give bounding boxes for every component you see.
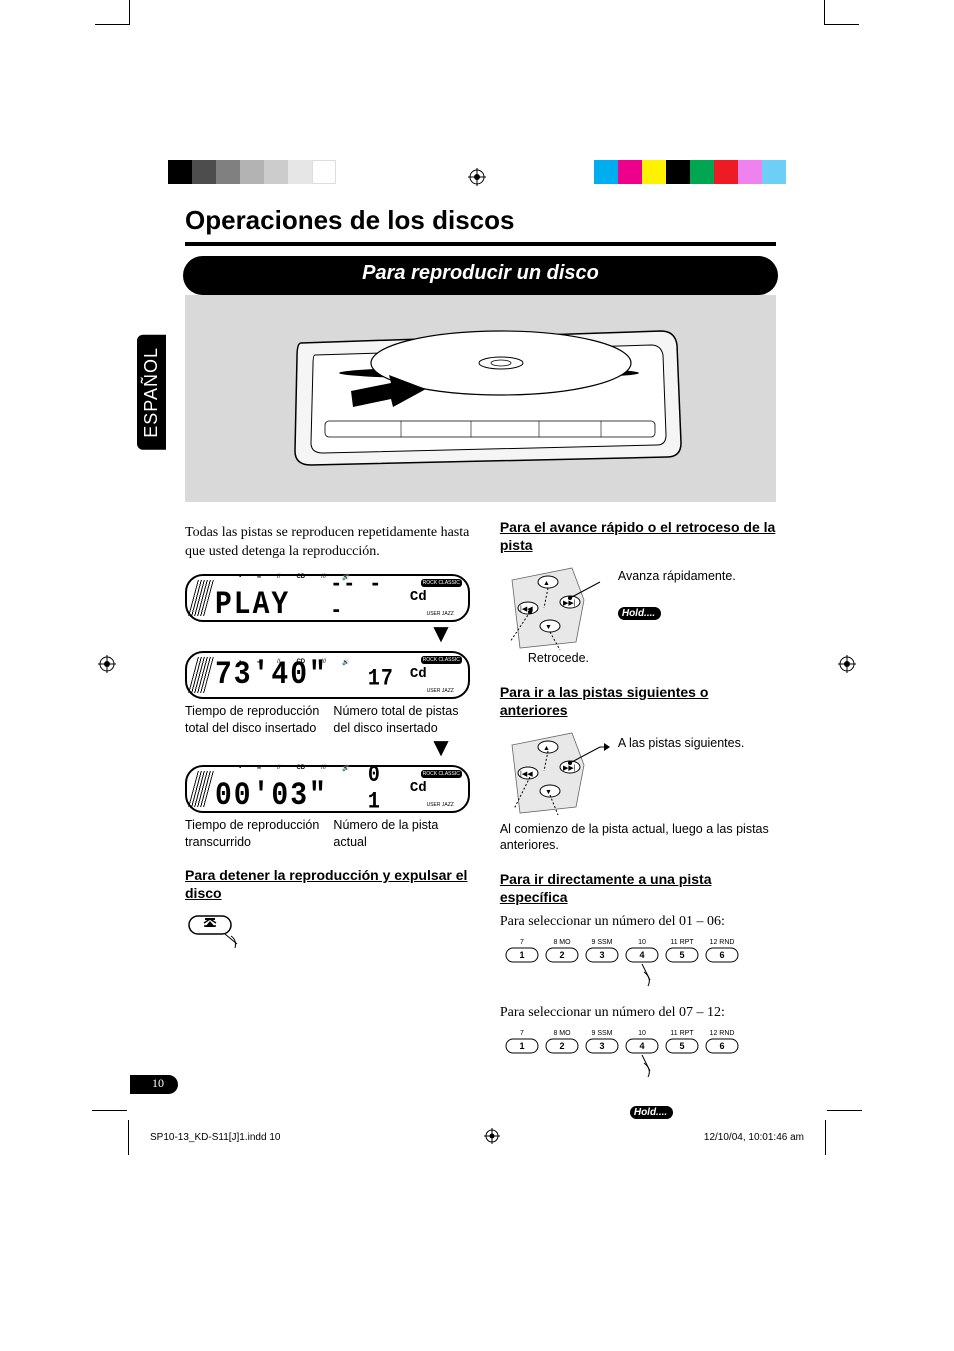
svg-text:▶▶|: ▶▶| — [563, 765, 576, 772]
svg-text:10: 10 — [638, 1030, 646, 1037]
hero-illustration-panel — [185, 295, 776, 502]
dpad-ff-figure: ▲ ▶▶| |◀◀ ▼ — [500, 562, 610, 654]
svg-text:▲: ▲ — [543, 580, 550, 587]
caption-elapsed-time: Tiempo de reproducción transcurrido — [185, 817, 321, 850]
lcd-mode: Cd — [410, 589, 427, 605]
svg-text:▼: ▼ — [545, 624, 552, 631]
ff-advance-label: Avanza rápidamente. — [618, 568, 736, 584]
svg-text:9 SSM: 9 SSM — [591, 939, 612, 946]
cd-player-illustration — [271, 313, 691, 473]
intro-paragraph: Todas las pistas se reproducen repetidam… — [185, 524, 470, 562]
lcd-left-value: 00'03" — [215, 779, 328, 815]
svg-text:6: 6 — [719, 1041, 724, 1051]
direct-01-06-text: Para seleccionar un número del 01 – 06: — [500, 914, 776, 930]
grayscale-bar — [168, 160, 336, 184]
title-separator — [185, 242, 776, 246]
registration-mark-right — [838, 655, 856, 678]
skip-heading: Para ir a las pistas siguientes o anteri… — [500, 683, 776, 719]
page-title: Operaciones de los discos — [185, 205, 776, 236]
stop-eject-heading: Para detener la reproducción y expulsar … — [185, 866, 470, 902]
caption-total-time: Tiempo de reproducción total del disco i… — [185, 703, 321, 736]
lcd-display-elapsed: ▪━//CD///🔊 00'03" 0 1 ROCK CLASSIC Cd US… — [185, 765, 470, 813]
hold-badge: Hold.... — [630, 1106, 673, 1119]
svg-text:1: 1 — [519, 1041, 524, 1051]
svg-text:1: 1 — [519, 950, 524, 960]
svg-text:11 RPT: 11 RPT — [670, 939, 694, 946]
lcd-display-total: ▪━//CD///🔊 73'40" 17 ROCK CLASSIC Cd USE… — [185, 651, 470, 699]
svg-text:10: 10 — [638, 939, 646, 946]
svg-text:12 RND: 12 RND — [709, 1030, 734, 1037]
svg-text:6: 6 — [719, 950, 724, 960]
registration-mark-bottom — [484, 1128, 500, 1147]
svg-text:11 RPT: 11 RPT — [670, 1030, 694, 1037]
section-banner: Para reproducir un disco — [183, 256, 778, 295]
svg-text:2: 2 — [559, 950, 564, 960]
svg-text:12 RND: 12 RND — [709, 939, 734, 946]
svg-text:5: 5 — [679, 950, 684, 960]
color-bar — [594, 160, 786, 184]
svg-text:9 SSM: 9 SSM — [591, 1030, 612, 1037]
arrow-down-icon: ▼ — [185, 740, 470, 756]
eject-button-figure — [185, 910, 470, 955]
svg-text:▼: ▼ — [545, 789, 552, 796]
language-tab: ESPAÑOL — [137, 335, 166, 450]
svg-text:2: 2 — [559, 1041, 564, 1051]
caption-current-track: Número de la pista actual — [333, 817, 469, 850]
lcd-left-value: 73'40" — [215, 658, 328, 694]
svg-text:3: 3 — [599, 1041, 604, 1051]
arrow-down-icon: ▼ — [185, 626, 470, 642]
svg-text:▲: ▲ — [543, 745, 550, 752]
svg-text:8 MO: 8 MO — [553, 1030, 571, 1037]
svg-text:8 MO: 8 MO — [553, 939, 571, 946]
registration-mark-left — [98, 655, 116, 678]
number-buttons-row-1: 7 8 MO 9 SSM 10 11 RPT 12 RND — [500, 936, 776, 995]
number-buttons-row-2: 7 8 MO 9 SSM 10 11 RPT 12 RND — [500, 1027, 776, 1120]
lcd-right-value: 0 1 — [368, 763, 394, 816]
svg-text:4: 4 — [639, 950, 644, 960]
svg-text:4: 4 — [639, 1041, 644, 1051]
svg-text:7: 7 — [520, 939, 524, 946]
registration-mark-top — [468, 168, 486, 191]
svg-text:3: 3 — [599, 950, 604, 960]
svg-text:7: 7 — [520, 1030, 524, 1037]
lcd-mode: Cd — [410, 666, 427, 682]
footer-timestamp: 12/10/04, 10:01:46 am — [704, 1132, 804, 1143]
hold-badge: Hold.... — [618, 607, 661, 620]
direct-07-12-text: Para seleccionar un número del 07 – 12: — [500, 1005, 776, 1021]
lcd-left-value: PLAY — [215, 587, 290, 623]
ff-rewind-label: Retrocede. — [528, 650, 776, 666]
lcd-right-value: 17 — [368, 666, 394, 692]
skip-next-label: A las pistas siguientes. — [618, 735, 744, 751]
svg-text:▶▶|: ▶▶| — [563, 600, 576, 607]
fast-forward-heading: Para el avance rápido o el retroceso de … — [500, 518, 776, 554]
dpad-skip-figure: ▲ ▶▶| |◀◀ ▼ — [500, 727, 610, 819]
page-number-badge: 10 — [130, 1075, 178, 1094]
lcd-display-play: ▪━//CD///🔊 PLAY -- -- ROCK CLASSIC Cd US… — [185, 574, 470, 622]
lcd-right-value: -- -- — [330, 571, 394, 624]
svg-text:5: 5 — [679, 1041, 684, 1051]
skip-prev-label: Al comienzo de la pista actual, luego a … — [500, 821, 776, 854]
direct-track-heading: Para ir directamente a una pista específ… — [500, 870, 776, 906]
footer-filename: SP10-13_KD-S11[J]1.indd 10 — [150, 1132, 280, 1143]
caption-total-tracks: Número total de pistas del disco inserta… — [333, 703, 469, 736]
svg-text:|◀◀: |◀◀ — [520, 771, 533, 778]
lcd-mode: Cd — [410, 780, 427, 796]
